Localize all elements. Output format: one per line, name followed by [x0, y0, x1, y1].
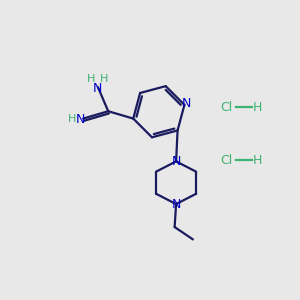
- Text: Cl: Cl: [220, 154, 233, 167]
- Text: N: N: [93, 82, 103, 95]
- Text: Cl: Cl: [220, 101, 233, 114]
- Text: H: H: [100, 74, 109, 84]
- Text: N: N: [182, 97, 191, 110]
- Text: H: H: [68, 114, 76, 124]
- Text: N: N: [171, 198, 181, 211]
- Text: H: H: [87, 74, 96, 84]
- Text: H: H: [253, 101, 262, 114]
- Text: N: N: [171, 155, 181, 168]
- Text: N: N: [76, 113, 86, 126]
- Text: H: H: [253, 154, 262, 167]
